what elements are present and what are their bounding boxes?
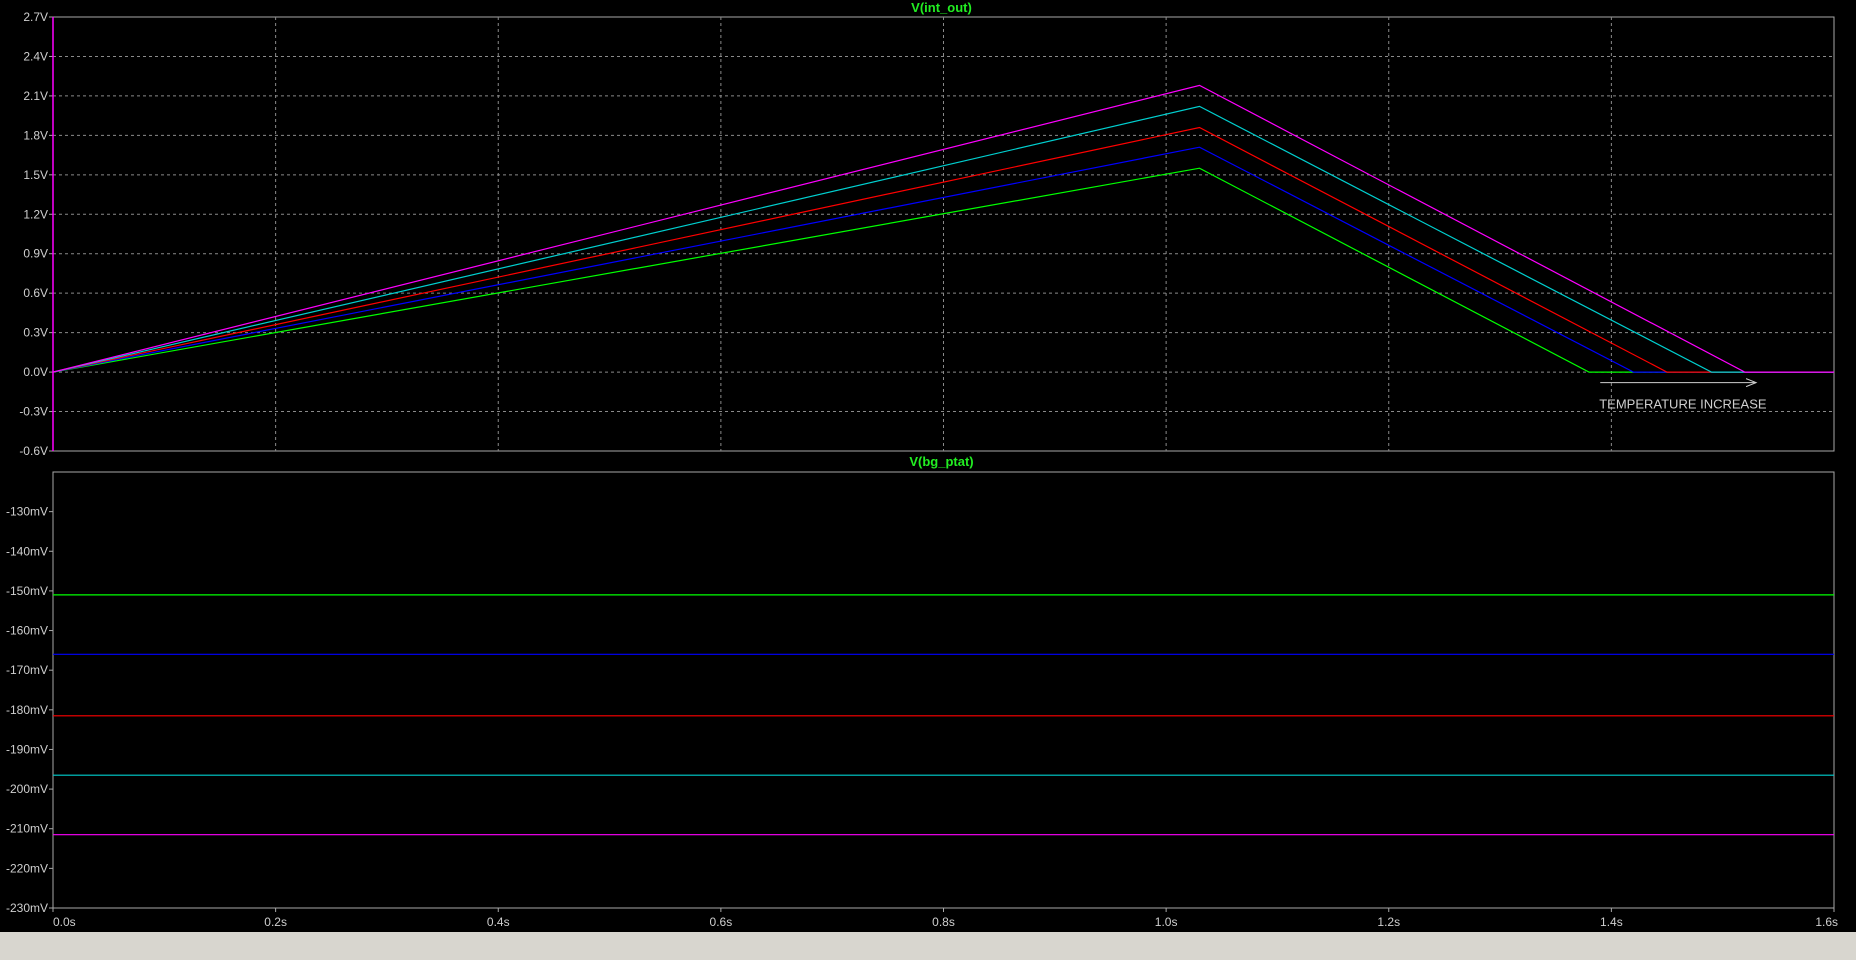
series-line-5 <box>52 84 1834 373</box>
y-tick-label: -180mV <box>6 703 48 717</box>
x-tick-label: 0.0s <box>53 915 76 929</box>
y-tick-label: -0.6V <box>19 444 48 458</box>
y-tick-label: 1.2V <box>23 207 48 221</box>
y-tick-label: -130mV <box>6 505 48 519</box>
y-tick-label: 2.7V <box>23 10 48 24</box>
x-tick-label: 1.4s <box>1600 915 1623 929</box>
annotation-label: TEMPERATURE INCREASE <box>1599 397 1767 412</box>
y-tick-label: 0.9V <box>23 247 48 261</box>
plot-frame <box>52 471 1835 909</box>
y-tick-label: 1.8V <box>23 128 48 142</box>
y-tick-label: -140mV <box>6 544 48 558</box>
y-tick-label: 0.0V <box>23 365 48 379</box>
y-tick-label: -160mV <box>6 624 48 638</box>
y-tick-label: -220mV <box>6 861 48 875</box>
y-tick-label: 0.3V <box>23 326 48 340</box>
chart-pane-2: -130mV -140mV -150mV -160mV -170mV -180mV -190… <box>6 454 1838 929</box>
annotation-arrowhead <box>1745 378 1758 388</box>
waveform-chart: 2.7V 2.4V 2.1V 1.8V 1.5V 1.2V 0.9V 0.6V 0.3V 0.0V… <box>6 0 1838 929</box>
y-tick-label: -190mV <box>6 742 48 756</box>
x-tick-label: 1.6s <box>1815 915 1838 929</box>
y-tick-label: -230mV <box>6 901 48 915</box>
pane-title: V(int_out) <box>911 0 972 15</box>
x-tick-label: 0.6s <box>710 915 733 929</box>
x-tick-label: 0.8s <box>932 915 955 929</box>
y-tick-label: 2.4V <box>23 49 48 63</box>
y-tick-label: -210mV <box>6 822 48 836</box>
y-tick-label: -170mV <box>6 663 48 677</box>
y-tick-label: 1.5V <box>23 168 48 182</box>
chart-pane-1: 2.7V 2.4V 2.1V 1.8V 1.5V 1.2V 0.9V 0.6V 0.3V 0.0V… <box>19 0 1835 458</box>
pane-title: V(bg_ptat) <box>909 454 973 469</box>
status-bar <box>0 932 1856 960</box>
y-tick-label: -200mV <box>6 782 48 796</box>
x-tick-label: 1.2s <box>1377 915 1400 929</box>
y-tick-label: -0.3V <box>19 405 48 419</box>
x-tick-label: 0.2s <box>264 915 287 929</box>
y-tick-label: -150mV <box>6 584 48 598</box>
x-tick-label: 1.0s <box>1155 915 1178 929</box>
waveform-viewer: 2.7V 2.4V 2.1V 1.8V 1.5V 1.2V 0.9V 0.6V 0.3V 0.0V… <box>0 0 1856 932</box>
x-tick-label: 0.4s <box>487 915 510 929</box>
y-tick-label: 0.6V <box>23 286 48 300</box>
y-tick-label: 2.1V <box>23 89 48 103</box>
